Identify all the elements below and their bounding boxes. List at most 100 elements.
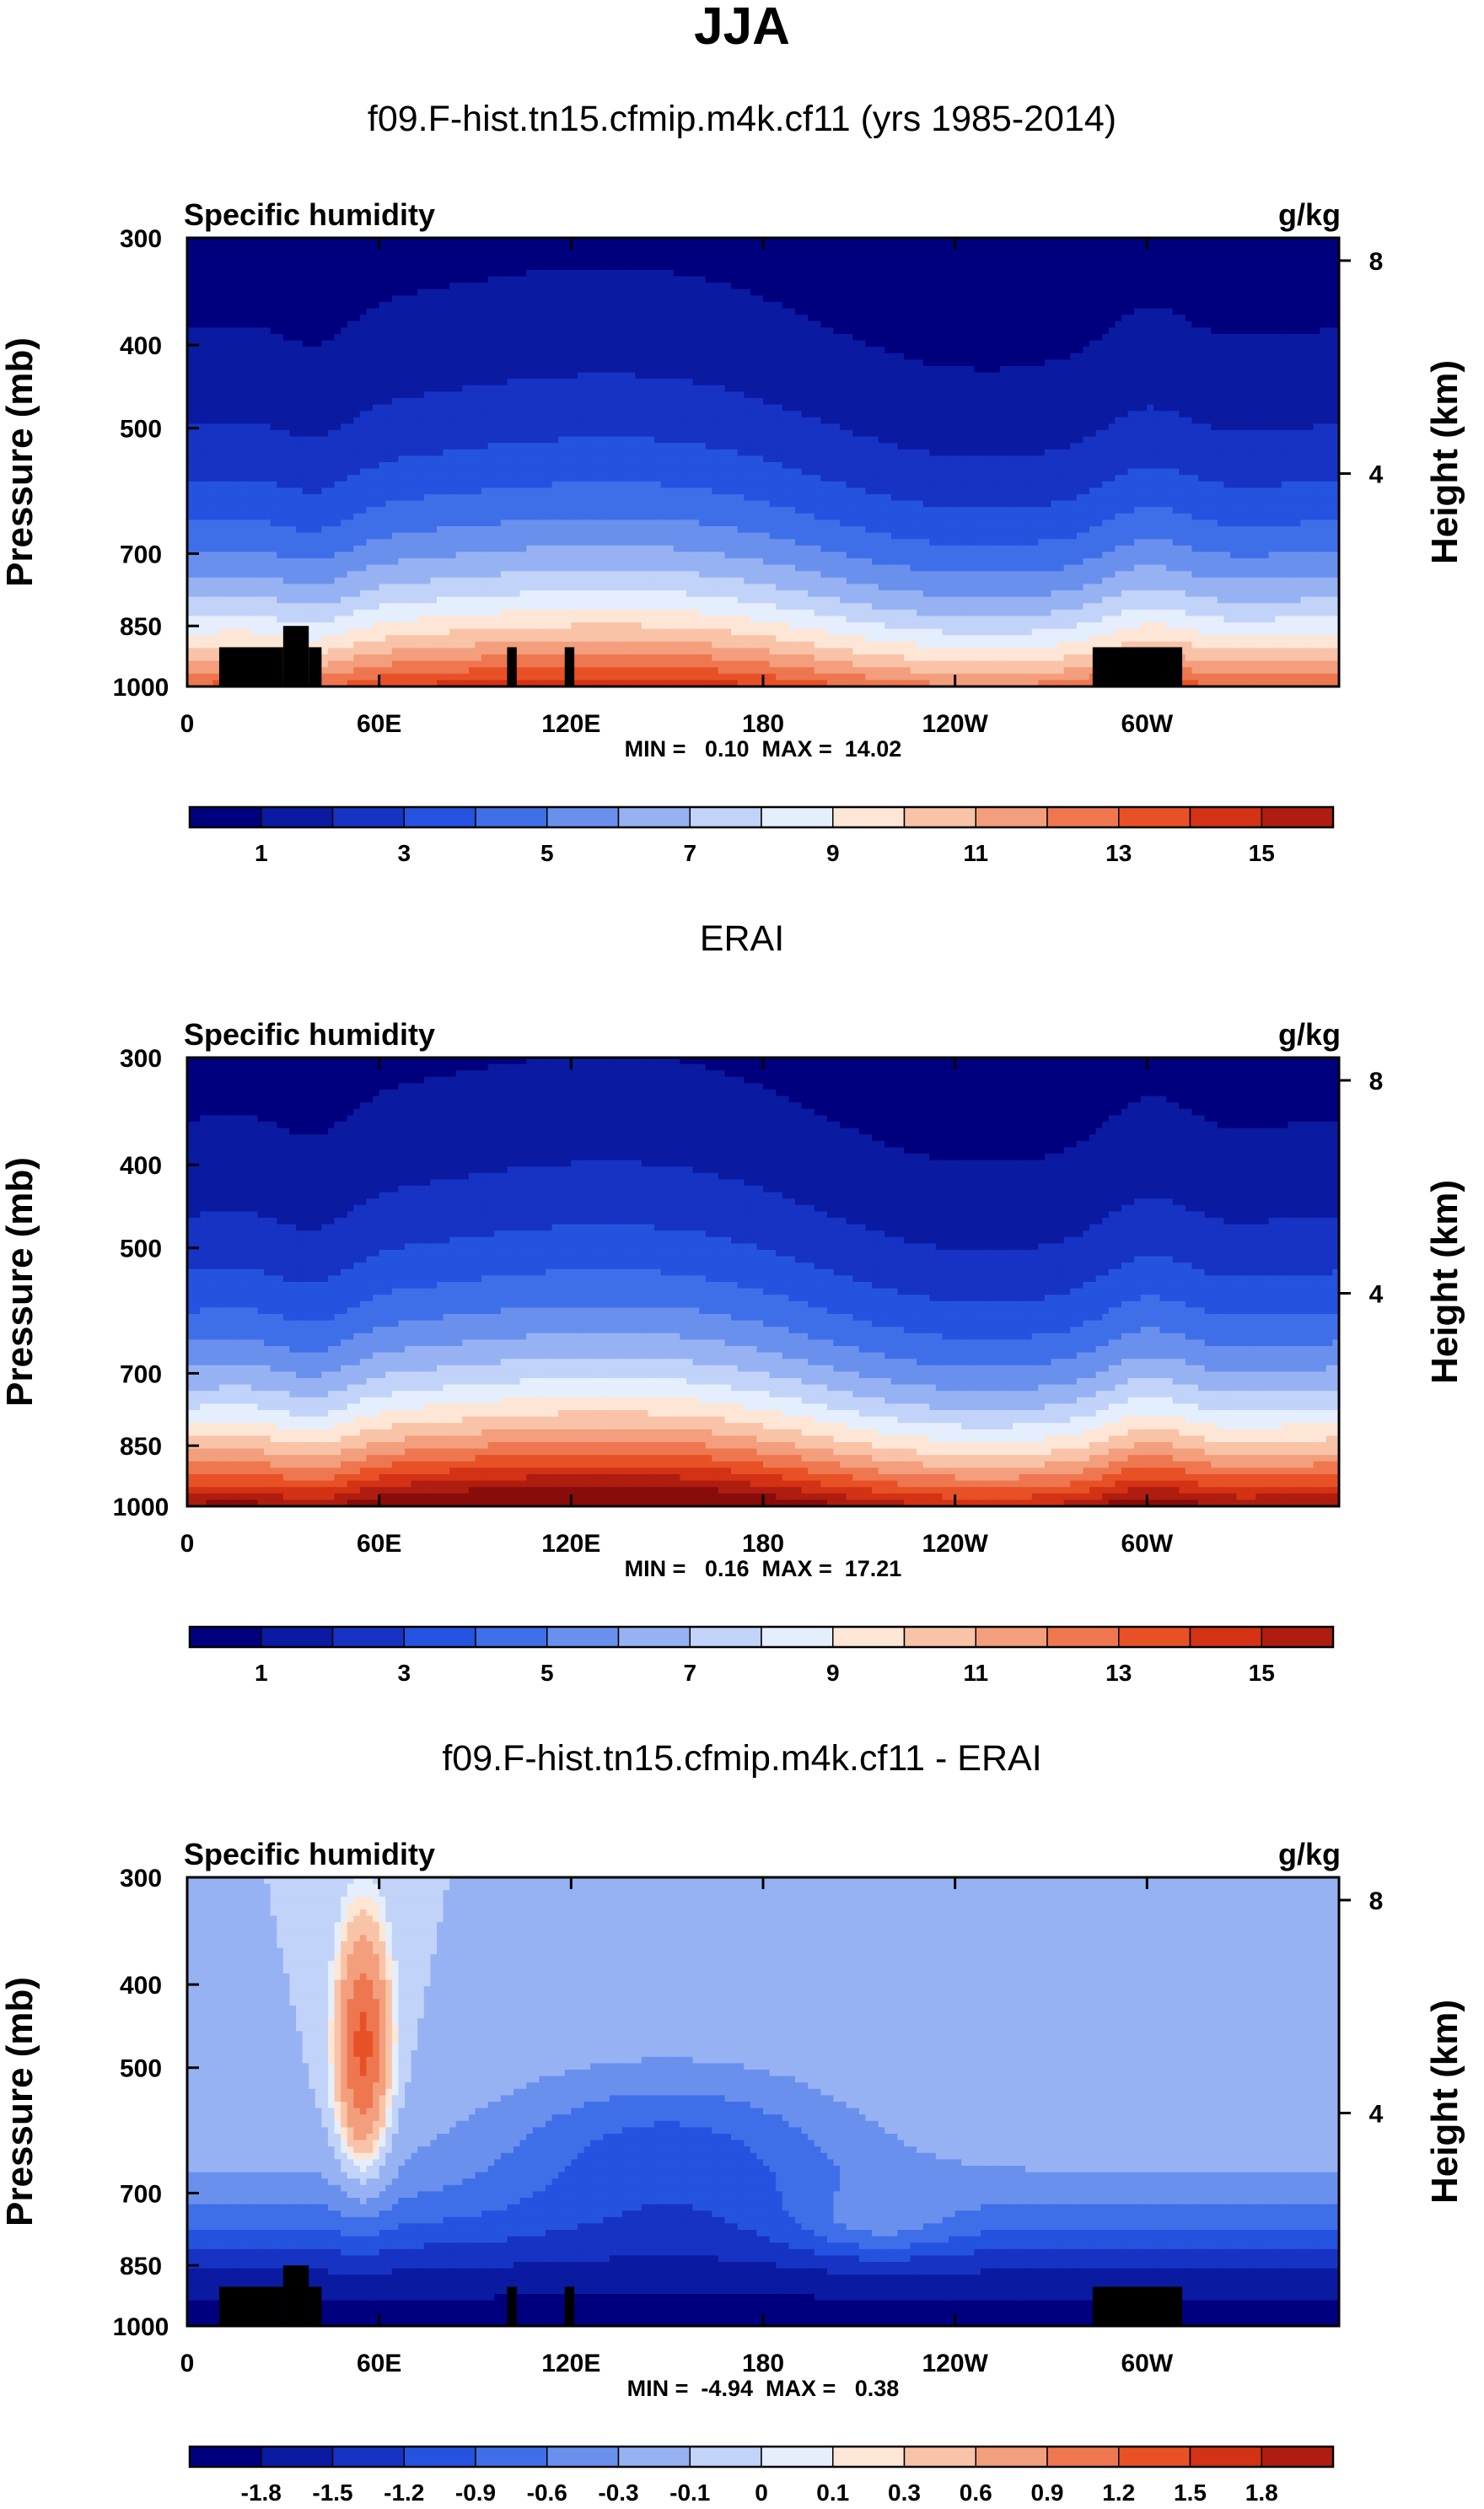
field-cell <box>194 277 201 283</box>
field-cell <box>968 302 975 309</box>
field-cell <box>852 309 859 315</box>
field-cell <box>398 250 405 257</box>
field-cell <box>1294 302 1301 309</box>
field-cell <box>328 309 335 315</box>
field-cell <box>373 289 379 296</box>
field-cell <box>1115 289 1121 296</box>
field-cell <box>1128 263 1135 270</box>
field-cell <box>724 263 731 270</box>
field-cell <box>661 302 668 309</box>
field-cell <box>507 263 513 270</box>
field-cell <box>718 315 725 321</box>
field-cell <box>802 277 809 283</box>
field-cell <box>987 257 994 264</box>
field-cell <box>1077 302 1083 309</box>
field-cell <box>251 309 258 315</box>
field-cell <box>392 289 399 296</box>
field-cell <box>398 289 405 296</box>
field-cell <box>1077 263 1083 270</box>
field-cell <box>1153 309 1160 315</box>
field-cell <box>1109 263 1116 270</box>
field-cell <box>1013 250 1019 257</box>
field-cell <box>1326 295 1333 302</box>
field-cell <box>232 309 239 315</box>
field-cell <box>251 270 258 277</box>
field-cell <box>1243 302 1250 309</box>
field-cell <box>911 309 917 315</box>
field-cell <box>430 315 437 321</box>
field-cell <box>1269 309 1276 315</box>
field-cell <box>488 270 495 277</box>
field-cell <box>1191 289 1198 296</box>
field-cell <box>360 302 367 309</box>
field-cell <box>481 270 488 277</box>
field-cell <box>501 295 508 302</box>
field-cell <box>392 315 399 321</box>
field-cell <box>1314 289 1320 296</box>
field-cell <box>744 257 750 264</box>
field-cell <box>360 245 367 251</box>
field-cell <box>271 302 277 309</box>
field-cell <box>770 283 777 289</box>
field-cell <box>1038 309 1045 315</box>
field-cell <box>884 289 891 296</box>
field-cell <box>1089 257 1096 264</box>
field-cell <box>1096 257 1103 264</box>
field-cell <box>590 295 597 302</box>
field-cell <box>1160 277 1167 283</box>
field-cell <box>207 315 213 321</box>
field-cell <box>212 270 219 277</box>
field-cell <box>200 309 207 315</box>
field-cell <box>808 283 815 289</box>
field-cell <box>296 277 303 283</box>
field-cell <box>271 309 277 315</box>
field-cell <box>1198 309 1205 315</box>
field-cell <box>616 250 622 257</box>
field-cell <box>1191 270 1198 277</box>
field-cell <box>955 289 962 296</box>
field-cell <box>296 263 303 270</box>
field-cell <box>271 250 277 257</box>
field-cell <box>1288 295 1294 302</box>
field-cell <box>200 289 207 296</box>
field-cell <box>1179 270 1186 277</box>
field-cell <box>321 263 328 270</box>
field-cell <box>622 250 629 257</box>
field-cell <box>744 263 750 270</box>
field-cell <box>1326 257 1333 264</box>
field-cell <box>366 250 373 257</box>
field-cell <box>981 295 987 302</box>
field-cell <box>1173 250 1180 257</box>
field-cell <box>1013 309 1019 315</box>
field-cell <box>667 289 674 296</box>
field-cell <box>558 295 565 302</box>
field-cell <box>917 302 923 309</box>
field-cell <box>1006 295 1013 302</box>
field-cell <box>1191 250 1198 257</box>
field-cell <box>680 257 686 264</box>
field-cell <box>1294 295 1301 302</box>
field-cell <box>629 277 636 283</box>
field-cell <box>405 270 411 277</box>
field-cell <box>648 257 654 264</box>
field-cell <box>321 289 328 296</box>
field-cell <box>212 315 219 321</box>
field-cell <box>476 295 482 302</box>
field-cell <box>929 283 936 289</box>
field-cell <box>872 283 879 289</box>
field-cell <box>738 289 745 296</box>
field-cell <box>1096 277 1103 283</box>
field-cell <box>283 250 290 257</box>
field-cell <box>802 295 809 302</box>
field-cell <box>1198 302 1205 309</box>
field-cell <box>865 289 872 296</box>
field-cell <box>833 270 840 277</box>
field-cell <box>680 245 686 251</box>
field-cell <box>706 277 712 283</box>
field-cell <box>815 289 821 296</box>
field-cell <box>449 302 456 309</box>
field-cell <box>392 257 399 264</box>
field-cell <box>398 277 405 283</box>
field-cell <box>1064 257 1071 264</box>
field-cell <box>744 315 750 321</box>
